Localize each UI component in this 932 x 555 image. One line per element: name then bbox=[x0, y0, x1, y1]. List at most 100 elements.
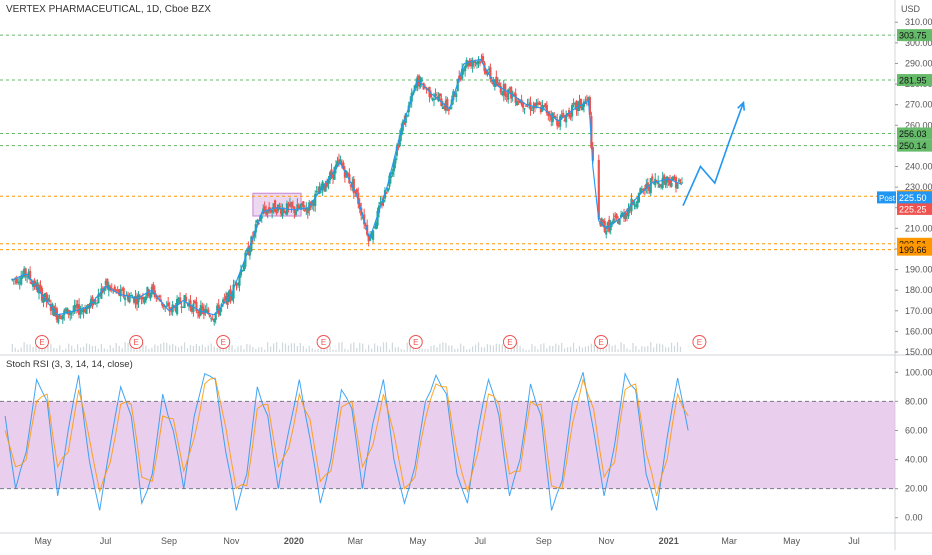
candle-body bbox=[404, 113, 407, 123]
volume-bar bbox=[270, 346, 272, 352]
level-tag-label: 199.66 bbox=[899, 245, 927, 255]
volume-bar bbox=[79, 347, 82, 352]
candle-body bbox=[284, 211, 287, 214]
volume-bar bbox=[537, 349, 539, 352]
candle-body bbox=[680, 182, 684, 184]
volume-bar bbox=[635, 346, 637, 352]
candle-body bbox=[158, 295, 161, 297]
candle-body bbox=[242, 264, 246, 272]
volume-bar bbox=[507, 349, 509, 352]
candle-body bbox=[331, 173, 335, 179]
volume-bar bbox=[192, 345, 195, 352]
candle-body bbox=[382, 199, 385, 203]
candle-body bbox=[446, 98, 449, 110]
candle-body bbox=[80, 309, 84, 311]
volume-bar bbox=[207, 345, 209, 352]
candle-body bbox=[535, 102, 538, 106]
candle-body bbox=[361, 217, 364, 219]
volume-bar bbox=[376, 345, 379, 352]
volume-bar bbox=[552, 345, 554, 352]
volume-bar bbox=[136, 349, 138, 352]
volume-bar bbox=[504, 345, 506, 352]
stoch-k-line bbox=[4, 372, 689, 511]
rsi-band bbox=[0, 401, 895, 489]
candle-body bbox=[642, 188, 645, 191]
candle-body bbox=[278, 206, 281, 208]
volume-bar bbox=[673, 345, 676, 352]
candle-body bbox=[127, 294, 130, 301]
volume-bar bbox=[448, 345, 450, 352]
volume-bar bbox=[151, 347, 153, 352]
candle-body bbox=[23, 268, 26, 277]
candle-body bbox=[501, 92, 504, 95]
candle-body bbox=[392, 163, 395, 172]
candle-body bbox=[195, 301, 198, 312]
candle-body bbox=[210, 318, 213, 320]
candle-body bbox=[668, 179, 672, 186]
volume-bar bbox=[656, 343, 658, 352]
volume-bar bbox=[237, 346, 239, 352]
candle-body bbox=[557, 123, 560, 127]
candle-body bbox=[658, 184, 661, 188]
candle-body bbox=[337, 159, 341, 161]
candle-body bbox=[290, 202, 293, 208]
y-tick-label: 170.00 bbox=[905, 306, 932, 316]
candle-body bbox=[177, 298, 180, 301]
candle-body bbox=[291, 206, 295, 208]
volume-bar bbox=[567, 347, 569, 352]
candle-body bbox=[216, 305, 219, 311]
candle-body bbox=[85, 307, 88, 314]
candle-body bbox=[219, 307, 222, 316]
volume-bar bbox=[261, 347, 263, 352]
x-tick-label: Nov bbox=[598, 536, 615, 546]
volume-bar bbox=[543, 343, 545, 352]
x-tick-label: Jul bbox=[100, 536, 112, 546]
candle-body bbox=[628, 208, 632, 210]
candle-body bbox=[223, 299, 226, 301]
earnings-marker bbox=[594, 335, 609, 349]
candle-body bbox=[27, 271, 30, 278]
candle-body bbox=[146, 287, 149, 297]
candle-body bbox=[611, 222, 614, 225]
candle-body bbox=[569, 113, 572, 118]
candle-body bbox=[42, 298, 45, 303]
candle-body bbox=[514, 93, 517, 103]
volume-bar bbox=[249, 344, 251, 352]
volume-bar bbox=[228, 343, 230, 352]
candle-body bbox=[199, 305, 202, 315]
candle-body bbox=[129, 294, 133, 296]
volume-bar bbox=[332, 349, 334, 352]
candle-body bbox=[455, 93, 458, 98]
volume-bar bbox=[513, 345, 515, 352]
rsi-y-tick-label: 60.00 bbox=[905, 425, 928, 435]
candle-body bbox=[306, 208, 309, 214]
candle-body bbox=[314, 193, 317, 207]
candle-body bbox=[376, 210, 379, 226]
candle-body bbox=[562, 112, 565, 118]
volume-bar bbox=[489, 344, 492, 352]
volume-bar bbox=[403, 349, 405, 352]
level-tag bbox=[897, 243, 932, 256]
earnings-marker-label: E bbox=[697, 338, 702, 347]
candle-body bbox=[478, 61, 482, 64]
candle-body bbox=[162, 304, 165, 307]
level-tag-label: 281.95 bbox=[899, 76, 927, 86]
volume-bar bbox=[620, 342, 622, 352]
candle-body bbox=[318, 186, 321, 194]
volume-bar bbox=[177, 347, 180, 352]
candle-body bbox=[296, 204, 299, 212]
candle-body bbox=[257, 222, 260, 224]
y-tick-label: 310.00 bbox=[905, 17, 932, 27]
candle-body bbox=[73, 305, 76, 312]
volume-bar bbox=[356, 347, 358, 352]
candle-body bbox=[348, 174, 351, 184]
x-tick-label: May bbox=[409, 536, 427, 546]
volume-bar bbox=[457, 348, 459, 352]
volume-bar bbox=[480, 347, 483, 352]
volume-bar bbox=[338, 342, 340, 352]
candle-body bbox=[34, 282, 38, 288]
volume-bar bbox=[314, 349, 316, 352]
y-tick-label: 240.00 bbox=[905, 162, 932, 172]
candle-body bbox=[229, 289, 232, 299]
